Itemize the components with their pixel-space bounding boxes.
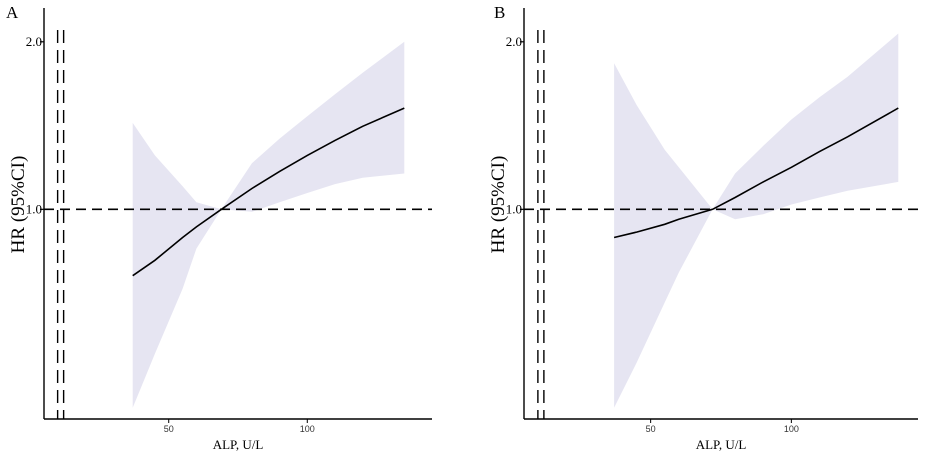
x-tick-label: 100 [784, 424, 799, 434]
y-tick-label: 1.0 [26, 201, 42, 216]
x-tick-label: 50 [164, 424, 174, 434]
panel-label: B [494, 3, 505, 22]
y-tick-label: 2.0 [26, 34, 42, 49]
confidence-band [132, 41, 405, 408]
x-axis-label: ALP, U/L [696, 437, 747, 452]
y-tick-label: 1.0 [506, 201, 522, 216]
x-tick-label: 50 [646, 424, 656, 434]
hr-line [132, 107, 405, 277]
panel-b: 1.0 2.0 50 100 ALP, U/L HR (95%CI) B [488, 3, 918, 452]
y-axis-label: HR (95%CI) [488, 156, 509, 254]
confidence-band [614, 33, 899, 408]
x-tick-label: 100 [300, 424, 315, 434]
x-axis-label: ALP, U/L [213, 437, 264, 452]
panel-a: 1.0 2.0 50 100 ALP, U/L HR (95%CI) A [6, 3, 432, 452]
y-axis-label: HR (95%CI) [8, 156, 29, 254]
hr-line [613, 107, 899, 239]
panel-label: A [6, 3, 19, 22]
y-tick-label: 2.0 [506, 34, 522, 49]
